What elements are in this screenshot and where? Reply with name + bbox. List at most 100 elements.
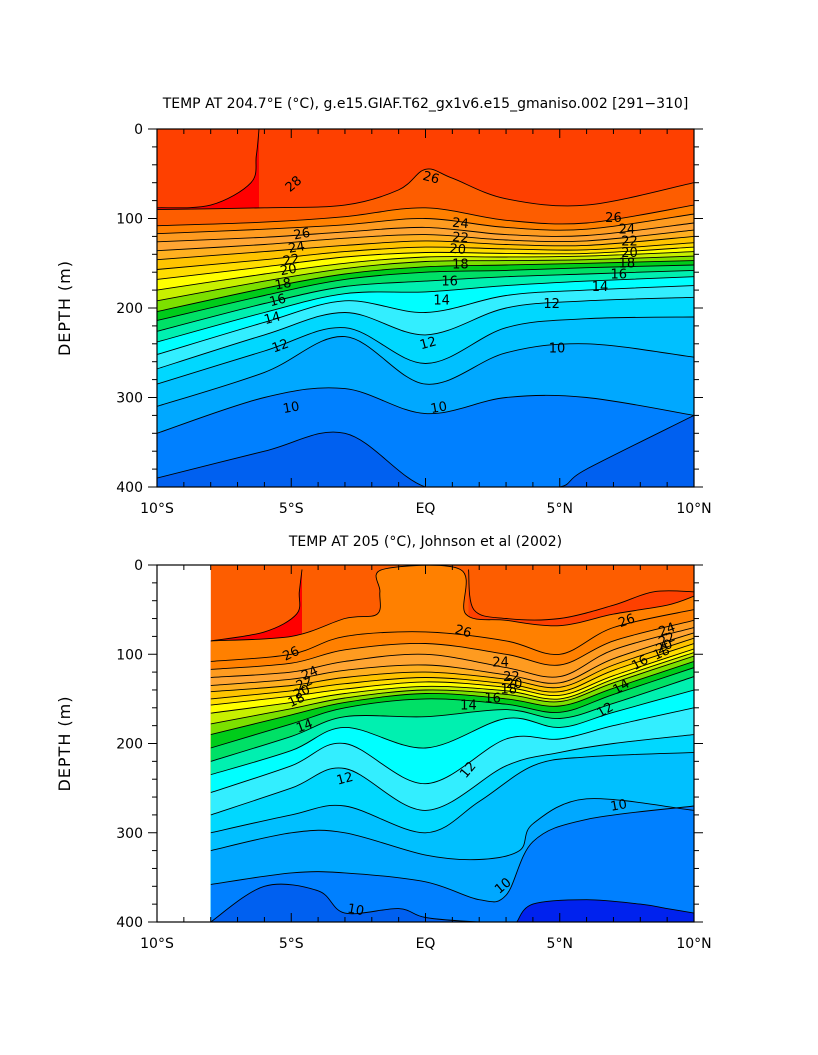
contour-label: 18 bbox=[274, 276, 293, 294]
isotherm-line bbox=[210, 660, 694, 736]
contour-label: 14 bbox=[294, 717, 315, 737]
isotherm-line bbox=[210, 676, 694, 762]
contour-label: 10 bbox=[549, 342, 566, 357]
isotherm-line bbox=[210, 609, 694, 662]
contour-label: 24 bbox=[452, 216, 470, 232]
isotherm-line bbox=[210, 648, 694, 706]
isotherm-line bbox=[210, 707, 694, 794]
y-tick-label: 0 bbox=[134, 558, 143, 574]
isotherm-line bbox=[157, 269, 694, 332]
contour-label: 12 bbox=[543, 297, 560, 312]
isotherm-line bbox=[210, 883, 694, 922]
isotherm-band bbox=[157, 415, 694, 487]
isotherm-line bbox=[157, 316, 694, 385]
contour-label: 26 bbox=[617, 611, 638, 631]
isotherm-line bbox=[210, 565, 694, 642]
isotherm-line bbox=[157, 213, 694, 235]
isotherm-line bbox=[157, 235, 694, 261]
isotherm-line bbox=[157, 285, 694, 355]
y-tick-label: 400 bbox=[116, 480, 143, 496]
y-tick-label: 300 bbox=[116, 826, 143, 842]
x-tick-label: 10°S bbox=[140, 936, 174, 952]
x-tick-label: 5°N bbox=[547, 501, 573, 517]
x-tick-label: 10°S bbox=[140, 501, 174, 517]
contour-label: 20 bbox=[291, 682, 312, 703]
contour-label: 18 bbox=[286, 690, 307, 711]
isotherm-line bbox=[157, 264, 694, 321]
contour-label: 10 bbox=[346, 902, 365, 920]
isotherm-line bbox=[157, 229, 694, 252]
contour-label: 22 bbox=[656, 630, 677, 651]
contour-label: 18 bbox=[500, 682, 517, 697]
contour-label: 10 bbox=[282, 399, 301, 417]
y-axis-title: DEPTH (m) bbox=[55, 260, 74, 356]
isotherm-line bbox=[210, 689, 694, 776]
y-axis-title: DEPTH (m) bbox=[55, 695, 74, 791]
contour-label: 26 bbox=[605, 211, 622, 226]
isotherm-line bbox=[210, 805, 694, 903]
contour-label: 16 bbox=[484, 691, 501, 706]
isotherm-line bbox=[157, 296, 694, 370]
contour-label: 22 bbox=[621, 234, 638, 249]
y-tick-label: 100 bbox=[116, 647, 143, 663]
y-tick-label: 400 bbox=[116, 915, 143, 931]
isotherm-line bbox=[157, 260, 694, 313]
contour-label: 26 bbox=[453, 623, 473, 642]
contour-label: 10 bbox=[429, 399, 448, 417]
isotherm-band bbox=[210, 884, 694, 922]
temperature-field bbox=[157, 129, 694, 487]
contour-label: 18 bbox=[619, 257, 636, 272]
y-tick-label: 0 bbox=[134, 122, 143, 138]
contour-label: 24 bbox=[287, 239, 306, 257]
temperature-field bbox=[210, 565, 694, 922]
contour-label: 14 bbox=[592, 280, 609, 295]
contour-label: 20 bbox=[449, 242, 467, 258]
isotherm-line bbox=[210, 627, 694, 678]
isotherm-line bbox=[210, 619, 694, 670]
contour-label: 14 bbox=[611, 677, 633, 698]
isotherm-line bbox=[210, 798, 694, 861]
contour-label: 24 bbox=[299, 664, 320, 685]
contour-label: 20 bbox=[621, 246, 638, 261]
x-tick-label: 10°N bbox=[676, 936, 711, 952]
isotherm-line bbox=[210, 751, 694, 834]
contour-label: 26 bbox=[281, 644, 302, 665]
contour-label: 24 bbox=[657, 620, 678, 640]
isotherm-line bbox=[210, 734, 694, 816]
isotherm-line bbox=[157, 251, 694, 291]
x-tick-label: 5°N bbox=[547, 936, 573, 952]
chart-title: TEMP AT 204.7°E (°C), g.e15.GIAF.T62_gx1… bbox=[162, 96, 689, 112]
isotherm-line bbox=[157, 414, 694, 487]
isotherm-line bbox=[157, 276, 694, 343]
x-tick-label: EQ bbox=[416, 936, 436, 952]
isotherm-line bbox=[516, 899, 694, 922]
contour-label: 16 bbox=[611, 267, 628, 282]
chart-title: TEMP AT 205 (°C), Johnson et al (2002) bbox=[288, 534, 562, 550]
y-tick-label: 100 bbox=[116, 212, 143, 228]
isotherm-line bbox=[157, 242, 694, 270]
contour-label: 12 bbox=[335, 770, 355, 789]
contour-label: 18 bbox=[651, 643, 672, 664]
isotherm-line bbox=[210, 655, 694, 725]
contour-label: 22 bbox=[282, 252, 301, 270]
contour-label: 10 bbox=[609, 797, 628, 815]
isotherm-line bbox=[468, 569, 694, 621]
contour-label: 20 bbox=[506, 677, 523, 692]
contour-label: 16 bbox=[441, 275, 458, 290]
y-tick-label: 200 bbox=[116, 301, 143, 317]
isotherm-line bbox=[157, 204, 694, 227]
isotherm-band bbox=[516, 899, 694, 922]
contour-label: 26 bbox=[421, 169, 441, 188]
isotherm-line bbox=[157, 168, 694, 211]
x-tick-label: 5°S bbox=[279, 501, 304, 517]
contour-label: 22 bbox=[452, 230, 470, 246]
contour-label: 12 bbox=[270, 337, 291, 357]
isotherm-line bbox=[210, 652, 694, 714]
isotherm-line bbox=[210, 643, 694, 700]
contour-label: 16 bbox=[268, 291, 288, 310]
x-tick-label: 10°N bbox=[676, 501, 711, 517]
isotherm-line bbox=[210, 637, 694, 693]
isotherm-line bbox=[157, 255, 694, 302]
